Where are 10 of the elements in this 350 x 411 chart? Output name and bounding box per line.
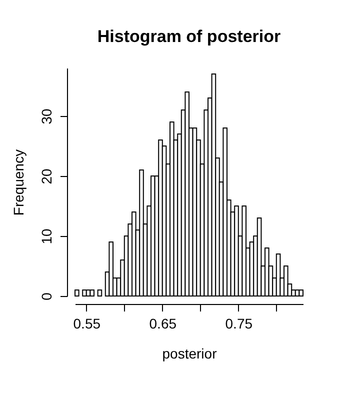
y-tick-label: 20 xyxy=(38,168,54,184)
y-tick-label: 0 xyxy=(38,292,54,300)
x-axis-title: posterior xyxy=(162,346,218,362)
x-tick-label: 0.55 xyxy=(73,316,101,332)
y-axis-title: Frequency xyxy=(10,149,26,216)
y-tick-label: 30 xyxy=(38,108,54,124)
chart-title: Histogram of posterior xyxy=(97,27,281,46)
x-tick-label: 0.65 xyxy=(149,316,177,332)
y-tick-label: 10 xyxy=(38,228,54,244)
x-tick-label: 0.75 xyxy=(225,316,253,332)
